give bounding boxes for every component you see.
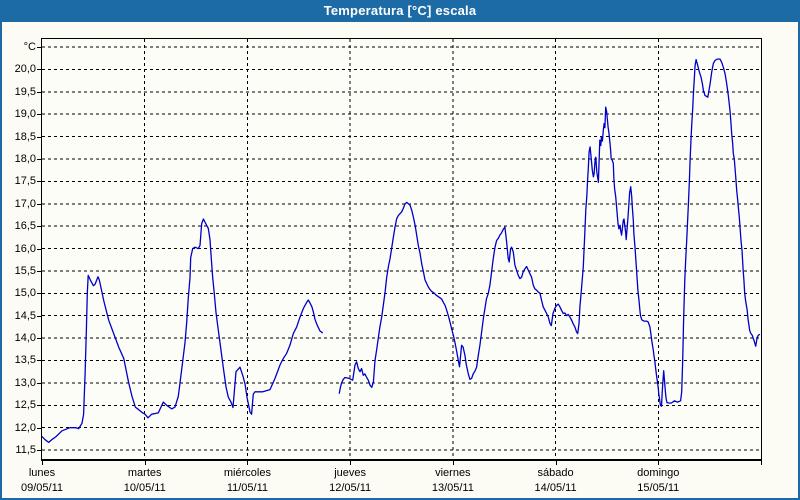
y-axis-tick-label: 13,0 bbox=[14, 376, 36, 389]
x-axis-tick bbox=[145, 461, 146, 465]
weekday-date: 12/05/11 bbox=[329, 482, 372, 494]
weekday-date: 14/05/11 bbox=[534, 482, 577, 494]
y-axis-unit-label: °C bbox=[23, 41, 36, 54]
y-axis-tick bbox=[37, 69, 42, 71]
x-axis-day-label: sábado 14/05/11 bbox=[535, 466, 577, 496]
y-axis-tick-label: 19,0 bbox=[14, 108, 36, 121]
y-axis-tick bbox=[37, 181, 42, 183]
y-axis-tick bbox=[37, 203, 42, 205]
x-axis-tick bbox=[658, 461, 659, 465]
y-axis-tick bbox=[37, 270, 42, 272]
y-axis-tick bbox=[37, 427, 42, 429]
weekday-name: viernes bbox=[435, 467, 471, 479]
y-axis-tick-label: 15,5 bbox=[14, 264, 36, 277]
y-axis-tick-label: 16,5 bbox=[14, 220, 36, 233]
x-axis-day-label: viernes 13/05/11 bbox=[432, 466, 474, 496]
y-axis-tick bbox=[37, 91, 42, 93]
y-axis-tick-label: 19,5 bbox=[14, 85, 36, 98]
y-axis-tick bbox=[37, 360, 42, 362]
y-axis-tick-label: 20,0 bbox=[14, 63, 36, 76]
y-axis-tick bbox=[37, 405, 42, 407]
y-axis-tick bbox=[37, 293, 42, 295]
weekday-name: miércoles bbox=[223, 467, 271, 479]
weekday-name: lunes bbox=[28, 467, 56, 479]
x-axis-day-label: martes 10/05/11 bbox=[124, 466, 166, 496]
weekday-date: 10/05/11 bbox=[123, 482, 166, 494]
y-axis-tick-label: 17,5 bbox=[14, 175, 36, 188]
y-axis-tick bbox=[37, 382, 42, 384]
weekday-date: 15/05/11 bbox=[637, 482, 680, 494]
y-axis-tick-label: 13,5 bbox=[14, 354, 36, 367]
y-axis-tick-label: 14,0 bbox=[14, 332, 36, 345]
x-axis-tick bbox=[247, 461, 248, 465]
x-axis-day-label: jueves 12/05/11 bbox=[329, 466, 371, 496]
y-axis-tick bbox=[37, 450, 42, 452]
x-axis-tick bbox=[556, 461, 557, 465]
temperature-line-chart bbox=[42, 39, 761, 459]
weekday-date: 09/05/11 bbox=[20, 482, 64, 494]
x-axis-day-label: domingo 15/05/11 bbox=[637, 466, 679, 496]
y-axis-tick bbox=[37, 226, 42, 228]
y-axis-tick bbox=[37, 47, 42, 49]
y-axis-tick bbox=[37, 159, 42, 160]
y-axis-tick bbox=[37, 315, 42, 317]
y-axis-tick-label: 12,5 bbox=[14, 399, 36, 412]
temperature-series-line bbox=[42, 58, 761, 444]
y-axis-tick-label: 11,5 bbox=[15, 444, 36, 457]
weekday-name: domingo bbox=[637, 467, 680, 479]
x-axis-tick bbox=[453, 461, 454, 465]
x-axis-day-label: lunes 09/05/11 bbox=[21, 466, 63, 496]
y-axis-tick-label: 15,0 bbox=[14, 287, 36, 300]
y-axis-tick-label: 14,5 bbox=[14, 309, 36, 322]
y-axis-tick bbox=[37, 136, 42, 138]
x-axis-tick bbox=[761, 461, 762, 465]
weekday-date: 13/05/11 bbox=[431, 482, 474, 494]
y-axis-tick bbox=[37, 248, 42, 250]
y-axis-tick bbox=[37, 338, 42, 340]
weekday-date: 11/05/11 bbox=[226, 482, 269, 494]
y-axis-tick bbox=[37, 114, 42, 116]
y-axis-tick-label: 18,0 bbox=[14, 153, 36, 165]
y-axis-tick-label: 18,5 bbox=[14, 130, 36, 143]
weekday-name: sábado bbox=[537, 467, 574, 479]
chart-title: Temperatura [°C] escala bbox=[323, 3, 477, 18]
y-axis-tick-label: 12,0 bbox=[14, 421, 36, 434]
weekday-name: jueves bbox=[334, 467, 367, 479]
title-bar: Temperatura [°C] escala bbox=[0, 0, 800, 22]
y-axis-tick-label: 16,0 bbox=[14, 242, 36, 255]
x-axis-day-label: miércoles 11/05/11 bbox=[224, 466, 271, 496]
x-axis-tick bbox=[42, 461, 43, 465]
plot-area bbox=[41, 38, 762, 461]
x-axis-tick bbox=[350, 461, 351, 465]
weekday-name: martes bbox=[127, 467, 162, 479]
y-axis-tick-label: 17,0 bbox=[14, 197, 36, 210]
